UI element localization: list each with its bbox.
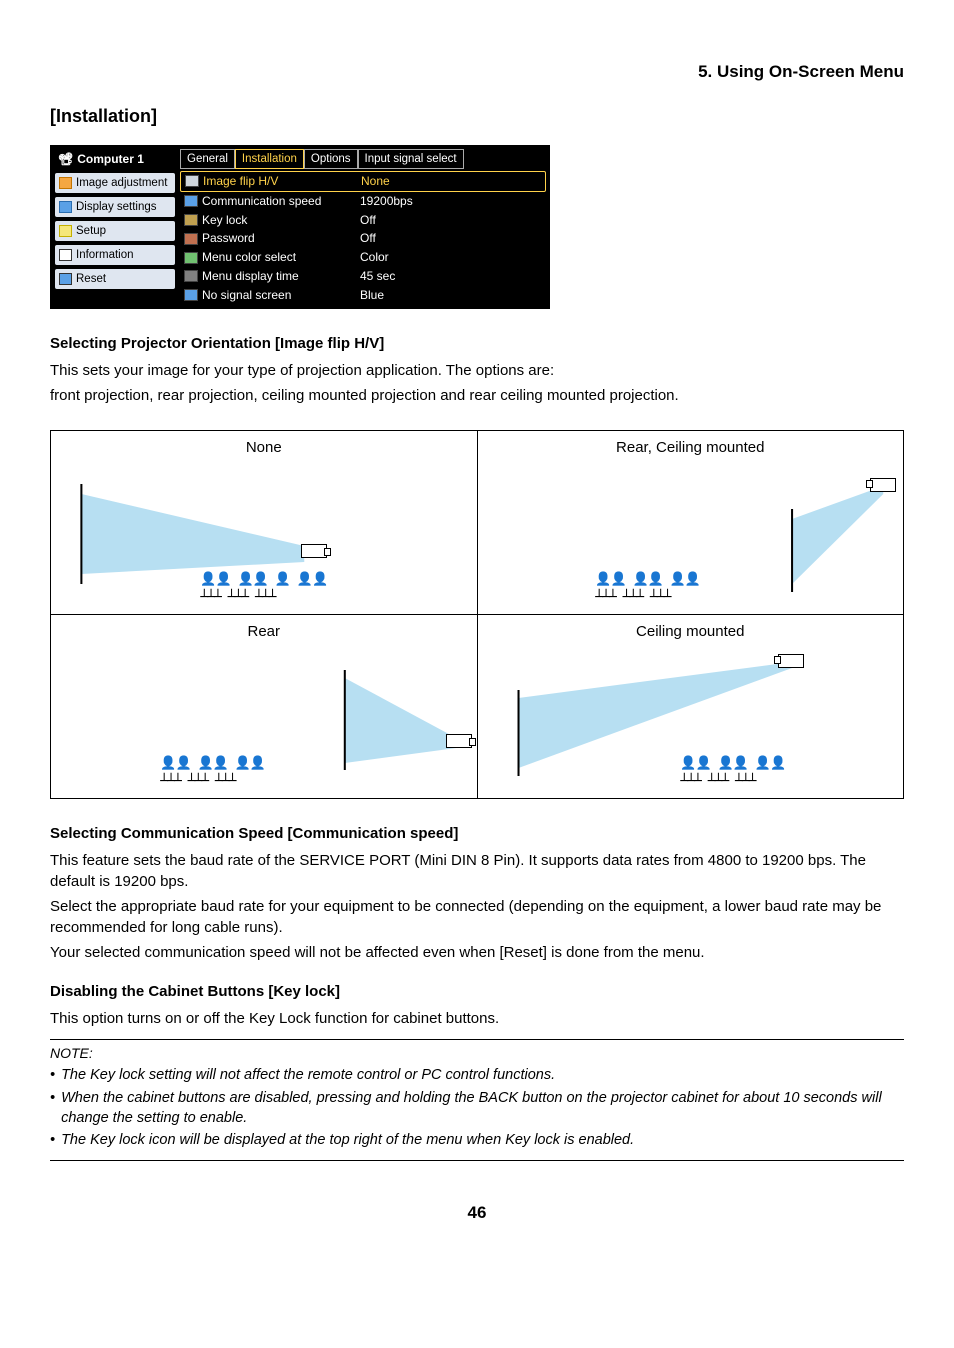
projector-icon <box>778 654 804 668</box>
osd-setting-row[interactable]: Menu color select Color <box>180 248 546 267</box>
cell-title: Ceiling mounted <box>478 615 904 648</box>
osd-menu: 📽 Computer 1 Image adjustment Display set… <box>50 145 550 309</box>
osd-nav-item[interactable]: Display settings <box>54 196 176 218</box>
osd-panel: GeneralInstallationOptionsInput signal s… <box>178 147 548 307</box>
setting-label: Menu display time <box>202 268 299 285</box>
nav-icon <box>59 273 72 285</box>
orientation-cell: None 👤👤 👤👤 👤 👤👤┴┴┴ ┴┴┴ ┴┴┴ <box>51 430 478 614</box>
subheading-comm-speed: Selecting Communication Speed [Communica… <box>50 823 904 844</box>
nav-label: Display settings <box>76 199 157 215</box>
body-text: Select the appropriate baud rate for you… <box>50 896 904 938</box>
cell-title: Rear, Ceiling mounted <box>478 431 904 464</box>
projector-icon <box>870 478 896 492</box>
notes-list: The Key lock setting will not affect the… <box>50 1065 904 1150</box>
projector-icon <box>301 544 327 558</box>
setting-value: 45 sec <box>360 268 395 285</box>
setting-value: None <box>361 173 390 190</box>
setting-label: Image flip H/V <box>203 173 278 190</box>
nav-label: Information <box>76 247 134 263</box>
setting-label: Key lock <box>202 212 247 229</box>
osd-nav-item[interactable]: Setup <box>54 220 176 242</box>
osd-setting-row[interactable]: Communication speed 19200bps <box>180 192 546 211</box>
osd-setting-row[interactable]: No signal screen Blue <box>180 286 546 305</box>
body-text: This feature sets the baud rate of the S… <box>50 850 904 892</box>
orientation-cell: Rear, Ceiling mounted 👤👤 👤👤 👤👤┴┴┴ ┴┴┴ ┴┴… <box>477 430 904 614</box>
setting-icon <box>184 214 198 226</box>
setting-label: Menu color select <box>202 249 296 266</box>
osd-setting-row[interactable]: Image flip H/V None <box>180 171 546 192</box>
setting-value: 19200bps <box>360 193 413 210</box>
osd-source-label: Computer 1 <box>77 151 144 168</box>
audience-icon: 👤👤 👤👤 👤 👤👤┴┴┴ ┴┴┴ ┴┴┴ <box>200 571 327 607</box>
audience-icon: 👤👤 👤👤 👤👤┴┴┴ ┴┴┴ ┴┴┴ <box>680 755 785 791</box>
divider <box>50 1160 904 1161</box>
subheading-key-lock: Disabling the Cabinet Buttons [Key lock] <box>50 981 904 1002</box>
setting-label: No signal screen <box>202 287 291 304</box>
setting-icon <box>185 175 199 187</box>
cell-title: Rear <box>51 615 477 648</box>
body-text: Your selected communication speed will n… <box>50 942 904 963</box>
audience-icon: 👤👤 👤👤 👤👤┴┴┴ ┴┴┴ ┴┴┴ <box>160 755 265 791</box>
osd-nav-item[interactable]: Image adjustment <box>54 172 176 194</box>
note-item: The Key lock setting will not affect the… <box>50 1065 904 1085</box>
setting-icon <box>184 233 198 245</box>
osd-nav-item[interactable]: Reset <box>54 268 176 290</box>
osd-tab[interactable]: Input signal select <box>358 149 464 169</box>
osd-tab[interactable]: Installation <box>235 149 304 169</box>
divider <box>50 1039 904 1040</box>
nav-icon <box>59 249 72 261</box>
body-text: This option turns on or off the Key Lock… <box>50 1008 904 1029</box>
setting-icon <box>184 289 198 301</box>
subheading-image-flip: Selecting Projector Orientation [Image f… <box>50 333 904 354</box>
diagram-ceiling: 👤👤 👤👤 👤👤┴┴┴ ┴┴┴ ┴┴┴ <box>478 648 904 798</box>
setting-icon <box>184 270 198 282</box>
diagram-none: 👤👤 👤👤 👤 👤👤┴┴┴ ┴┴┴ ┴┴┴ <box>51 464 477 614</box>
osd-tab[interactable]: General <box>180 149 235 169</box>
setting-icon <box>184 252 198 264</box>
setting-icon <box>184 195 198 207</box>
cell-title: None <box>51 431 477 464</box>
note-item: When the cabinet buttons are disabled, p… <box>50 1088 904 1129</box>
setting-value: Off <box>360 230 376 247</box>
osd-source-title: 📽 Computer 1 <box>54 149 176 170</box>
video-icon: 📽 <box>58 151 73 168</box>
nav-icon <box>59 177 72 189</box>
nav-icon <box>59 225 72 237</box>
orientation-cell: Ceiling mounted 👤👤 👤👤 👤👤┴┴┴ ┴┴┴ ┴┴┴ <box>477 614 904 798</box>
nav-label: Image adjustment <box>76 175 167 191</box>
osd-setting-row[interactable]: Key lock Off <box>180 211 546 230</box>
osd-setting-row[interactable]: Password Off <box>180 229 546 248</box>
osd-tab[interactable]: Options <box>304 149 358 169</box>
setting-value: Blue <box>360 287 384 304</box>
osd-setting-row[interactable]: Menu display time 45 sec <box>180 267 546 286</box>
note-label: NOTE: <box>50 1044 904 1064</box>
setting-label: Password <box>202 230 255 247</box>
orientation-table: None 👤👤 👤👤 👤 👤👤┴┴┴ ┴┴┴ ┴┴┴ Rear, Ceiling… <box>50 430 904 799</box>
setting-value: Color <box>360 249 389 266</box>
setting-value: Off <box>360 212 376 229</box>
diagram-rear: 👤👤 👤👤 👤👤┴┴┴ ┴┴┴ ┴┴┴ <box>51 648 477 798</box>
nav-label: Setup <box>76 223 106 239</box>
chapter-title: 5. Using On-Screen Menu <box>50 60 904 84</box>
body-text: This sets your image for your type of pr… <box>50 360 904 381</box>
nav-label: Reset <box>76 271 106 287</box>
projector-icon <box>446 734 472 748</box>
body-text: front projection, rear projection, ceili… <box>50 385 904 406</box>
diagram-rear-ceiling: 👤👤 👤👤 👤👤┴┴┴ ┴┴┴ ┴┴┴ <box>478 464 904 614</box>
audience-icon: 👤👤 👤👤 👤👤┴┴┴ ┴┴┴ ┴┴┴ <box>595 571 700 607</box>
osd-sidebar: 📽 Computer 1 Image adjustment Display set… <box>52 147 178 307</box>
orientation-cell: Rear 👤👤 👤👤 👤👤┴┴┴ ┴┴┴ ┴┴┴ <box>51 614 478 798</box>
note-item: The Key lock icon will be displayed at t… <box>50 1130 904 1150</box>
page-number: 46 <box>50 1201 904 1225</box>
nav-icon <box>59 201 72 213</box>
setting-label: Communication speed <box>202 193 321 210</box>
section-title: [Installation] <box>50 104 904 129</box>
osd-tabs: GeneralInstallationOptionsInput signal s… <box>180 149 546 169</box>
osd-nav-item[interactable]: Information <box>54 244 176 266</box>
